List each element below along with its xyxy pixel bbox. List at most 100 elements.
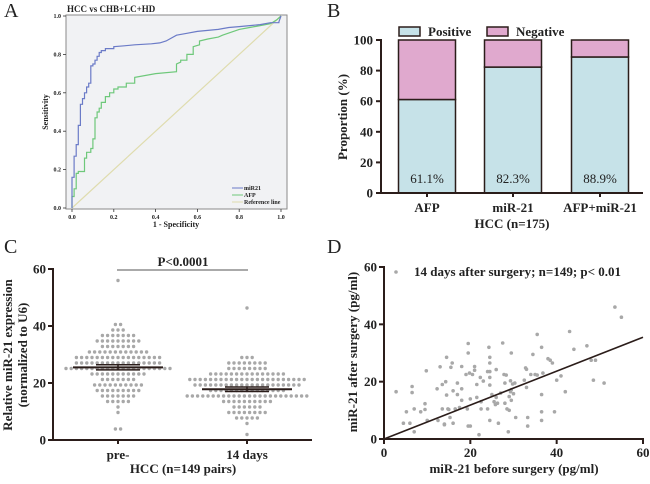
data-point (401, 421, 406, 426)
data-point (201, 394, 205, 398)
dot-y-tick-label: 20 (33, 376, 46, 391)
data-point (126, 339, 131, 343)
dot-y-tick-label: 0 (40, 433, 47, 448)
bar-data-label: 82.3% (496, 171, 530, 186)
data-point (242, 361, 247, 365)
data-point (237, 399, 241, 404)
data-point (126, 361, 131, 365)
data-point (105, 339, 110, 343)
data-point (559, 374, 563, 378)
data-point (539, 392, 544, 397)
data-point (234, 372, 239, 376)
data-point (111, 388, 115, 393)
data-point (113, 383, 118, 387)
data-point (224, 383, 228, 387)
data-point (240, 372, 244, 376)
data-point (126, 333, 131, 338)
data-point (121, 344, 125, 349)
data-point (126, 388, 131, 393)
data-point (221, 399, 226, 404)
data-point (250, 355, 254, 360)
data-point (250, 372, 254, 376)
data-point (219, 383, 223, 387)
data-point (157, 355, 162, 360)
data-point (593, 358, 598, 363)
data-point (297, 377, 301, 382)
data-point (221, 394, 226, 398)
bar-category-label: AFP+miR-21 (563, 200, 637, 215)
data-point (255, 372, 260, 376)
data-point (488, 375, 492, 380)
data-point (442, 422, 447, 427)
scatter-y-tick-label: 60 (364, 260, 377, 275)
legend-label-afp: AFP (244, 193, 256, 199)
data-point (232, 361, 236, 365)
bar-data-label: 61.1% (410, 171, 444, 186)
data-point (423, 407, 427, 412)
roc-title: HCC vs CHB+LC+HD (67, 4, 156, 14)
data-point (513, 381, 517, 385)
data-point (206, 394, 210, 398)
data-point (108, 350, 112, 354)
data-point (247, 366, 252, 371)
data-point (451, 389, 455, 393)
data-point (129, 383, 133, 387)
data-point (250, 416, 254, 420)
data-point (297, 383, 301, 387)
data-point (240, 355, 244, 360)
data-point (142, 355, 146, 360)
data-point (131, 344, 136, 349)
data-point (121, 328, 125, 332)
data-point (105, 361, 110, 365)
data-point (613, 305, 617, 309)
data-point (121, 399, 125, 404)
data-point (100, 333, 105, 338)
data-point (121, 333, 125, 338)
data-point (455, 392, 460, 397)
bar-negative-mir-21 (483, 39, 543, 68)
data-point (524, 367, 529, 372)
data-point (185, 394, 189, 398)
panel-label-b: B (327, 0, 340, 22)
data-point (444, 355, 449, 360)
data-point (507, 394, 512, 399)
data-point (219, 377, 223, 382)
data-point (485, 407, 490, 411)
data-point (459, 364, 464, 369)
data-point (116, 410, 120, 415)
data-point (488, 383, 492, 387)
data-point (548, 358, 552, 363)
data-point (466, 351, 471, 355)
data-point (111, 372, 115, 376)
data-point (113, 322, 118, 327)
data-point (111, 361, 115, 365)
data-point (258, 361, 262, 365)
data-point (137, 372, 141, 376)
data-point (118, 427, 123, 431)
scatter-chart: 0 20 40 60 0 20 40 60 14 days after surgery; n=… (345, 260, 650, 477)
data-point (219, 372, 223, 376)
data-point (276, 377, 280, 382)
data-point (137, 388, 141, 393)
data-point (245, 372, 249, 376)
data-point (121, 388, 125, 393)
data-point (276, 383, 280, 387)
data-point (137, 355, 141, 360)
data-point (550, 361, 555, 365)
data-point (131, 333, 136, 338)
data-point (152, 355, 157, 360)
bar-negative-afp+mir-21 (570, 39, 630, 58)
data-point (240, 377, 244, 382)
data-point (404, 410, 409, 414)
legend-label-mir21: miR21 (244, 186, 261, 192)
bar-y-tick-label: 60 (360, 94, 373, 109)
data-point (126, 372, 131, 376)
scatter-y-tick-label: 40 (364, 317, 377, 332)
data-point (157, 361, 162, 365)
dot-x-label: HCC (n=149 pairs) (130, 461, 236, 476)
data-point (286, 377, 291, 382)
data-point (495, 401, 500, 406)
data-point (116, 344, 120, 349)
data-point (227, 361, 231, 365)
data-point (237, 366, 241, 371)
